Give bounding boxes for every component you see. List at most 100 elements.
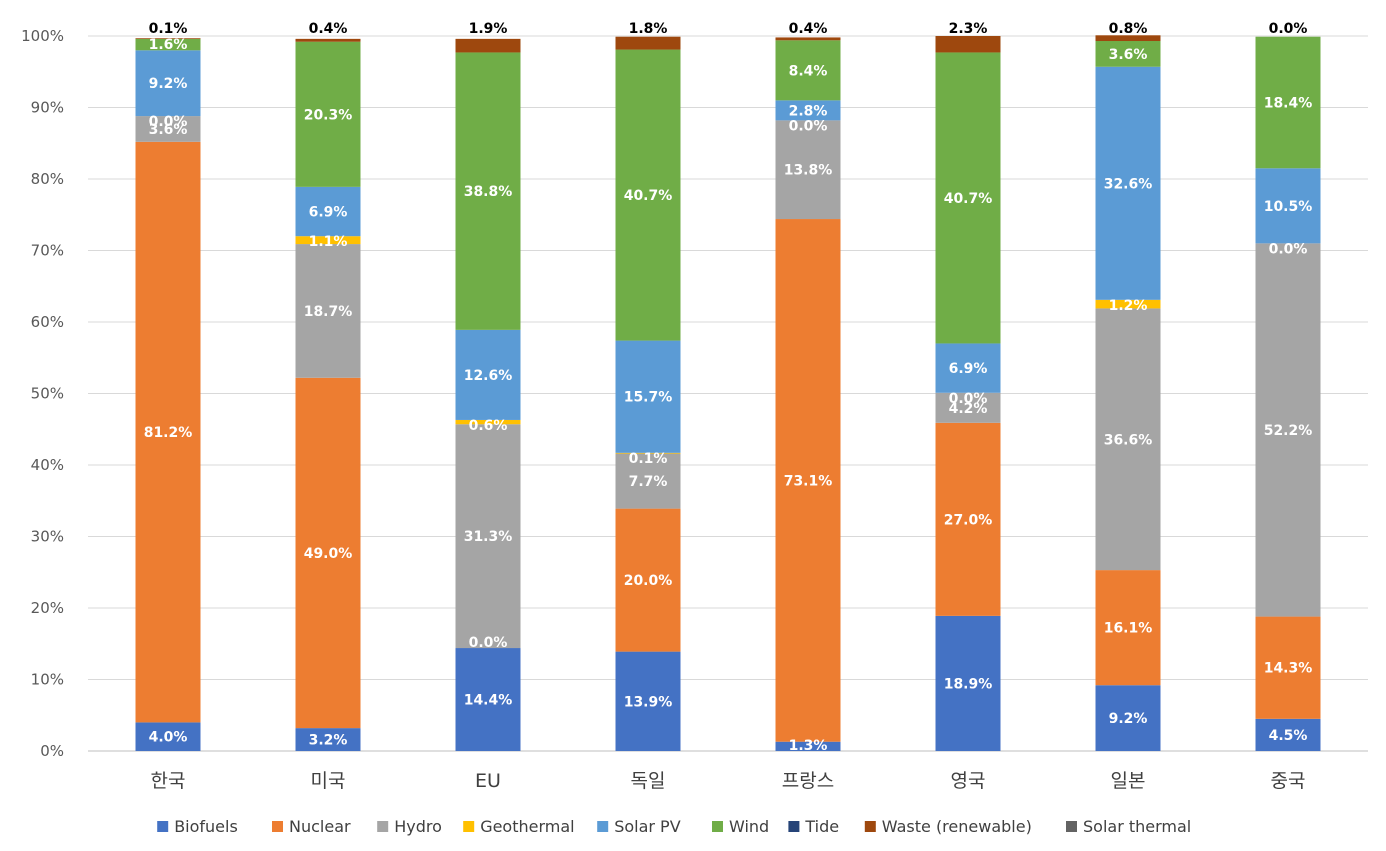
- bar-segment-hydro: [295, 244, 361, 378]
- data-label: 81.2%: [144, 425, 193, 441]
- data-label: 2.3%: [949, 21, 988, 37]
- data-label: 6.9%: [949, 361, 988, 377]
- data-label: 38.8%: [464, 184, 513, 200]
- data-label: 27.0%: [944, 512, 993, 528]
- bar-segment-biofuels: [775, 741, 841, 751]
- data-label: 1.3%: [789, 738, 828, 754]
- data-label: 2.8%: [789, 103, 828, 119]
- bar-segment-hydro: [775, 120, 841, 220]
- bar-segment-hydro: [615, 453, 681, 509]
- x-category-label: 중국: [1271, 770, 1306, 792]
- bar-segment-wind: [775, 40, 841, 101]
- x-category-label: EU: [475, 770, 501, 792]
- legend-item-biofuels: Biofuels: [157, 817, 238, 836]
- data-label: 0.0%: [1269, 241, 1308, 257]
- legend-label: Waste (renewable): [882, 817, 1032, 836]
- bar-segment-hydro: [935, 392, 1001, 423]
- legend-swatch: [788, 821, 800, 832]
- bar-segment-hydro: [455, 424, 521, 649]
- bar-segment-solar-pv: [935, 343, 1001, 393]
- data-label: 40.7%: [944, 191, 993, 207]
- legend-label: Solar thermal: [1083, 817, 1191, 836]
- data-label: 0.6%: [469, 418, 508, 434]
- bar-segment-solar-pv: [615, 340, 681, 453]
- bar-segment-biofuels: [1255, 718, 1321, 751]
- bar-segment-waste-renewable: [615, 36, 681, 50]
- y-tick-label: 0%: [40, 742, 64, 760]
- bar-segment-biofuels: [135, 722, 201, 751]
- data-label: 31.3%: [464, 529, 513, 545]
- x-category-label: 독일: [631, 770, 666, 792]
- data-label: 1.8%: [629, 21, 668, 37]
- legend-item-solar-pv: Solar PV: [597, 817, 681, 836]
- data-label: 0.0%: [949, 391, 988, 407]
- bar-segment-wind: [135, 38, 201, 51]
- bar-segment-nuclear: [1255, 616, 1321, 719]
- data-label: 18.4%: [1264, 95, 1313, 111]
- y-tick-label: 100%: [21, 27, 64, 45]
- data-label: 4.5%: [1269, 728, 1308, 744]
- data-label: 8.4%: [789, 63, 828, 79]
- bar-segment-nuclear: [615, 508, 681, 652]
- bar-segment-geothermal: [295, 236, 361, 245]
- bars: [135, 35, 1321, 751]
- x-category-label: 프랑스: [782, 770, 834, 792]
- data-label: 14.4%: [464, 693, 513, 709]
- bar-segment-wind: [1255, 36, 1321, 169]
- legend-swatch: [712, 821, 723, 832]
- bar-segment-nuclear: [935, 422, 1001, 616]
- bar-segment-waste-renewable: [1095, 35, 1161, 42]
- legend-item-tide: Tide: [788, 817, 839, 836]
- data-label: 1.2%: [1109, 298, 1148, 314]
- bar-segment-biofuels: [1095, 685, 1161, 751]
- data-label: 13.8%: [784, 163, 833, 179]
- data-label: 7.7%: [629, 474, 668, 490]
- bar-segment-biofuels: [455, 648, 521, 751]
- legend-label: Wind: [729, 817, 769, 836]
- x-category-label: 미국: [311, 770, 346, 792]
- bar-segment-waste-renewable: [455, 38, 521, 53]
- data-label: 40.7%: [624, 188, 673, 204]
- legend-swatch: [377, 821, 389, 832]
- x-category-label: 영국: [951, 770, 986, 792]
- legend-label: Hydro: [394, 817, 442, 836]
- data-label: 1.1%: [309, 234, 348, 250]
- data-label: 14.3%: [1264, 661, 1313, 677]
- legend-item-hydro: Hydro: [377, 817, 442, 836]
- y-tick-label: 10%: [31, 671, 64, 689]
- y-tick-label: 50%: [31, 385, 64, 403]
- gridlines: [88, 35, 1368, 752]
- data-label: 3.6%: [1109, 47, 1148, 63]
- bar-segment-hydro: [1095, 308, 1161, 571]
- data-label: 13.9%: [624, 694, 673, 710]
- data-label: 6.9%: [309, 205, 348, 221]
- bar-segment-nuclear: [135, 141, 201, 723]
- bar-segment-nuclear: [775, 219, 841, 742]
- legend-item-nuclear: Nuclear: [272, 817, 351, 836]
- bar-segment-biofuels: [615, 651, 681, 751]
- bar-segment-biofuels: [935, 615, 1001, 751]
- bar-segment-wind: [615, 49, 681, 341]
- data-label: 16.1%: [1104, 621, 1153, 637]
- data-label: 0.1%: [629, 451, 668, 467]
- legend-swatch: [864, 821, 876, 832]
- bar-segment-wind: [295, 41, 361, 187]
- bar-segment-solar-pv: [775, 100, 841, 121]
- data-label: 20.0%: [624, 573, 673, 589]
- data-label: 1.9%: [469, 21, 508, 37]
- data-label: 0.0%: [469, 635, 508, 651]
- legend-swatch: [463, 821, 475, 832]
- bar-segment-solar-pv: [455, 329, 521, 420]
- data-label: 0.0%: [789, 118, 828, 134]
- data-label: 9.2%: [149, 76, 188, 92]
- legend-label: Biofuels: [174, 817, 238, 836]
- legend-item-geothermal: Geothermal: [463, 817, 575, 836]
- data-label: 3.2%: [309, 733, 348, 749]
- bar-segment-waste-renewable: [935, 36, 1001, 53]
- data-label: 4.2%: [949, 401, 988, 417]
- legend-label: Tide: [804, 817, 839, 836]
- legend-item-wind: Wind: [712, 817, 769, 836]
- legend-label: Geothermal: [480, 817, 574, 836]
- legend-swatch: [157, 821, 169, 832]
